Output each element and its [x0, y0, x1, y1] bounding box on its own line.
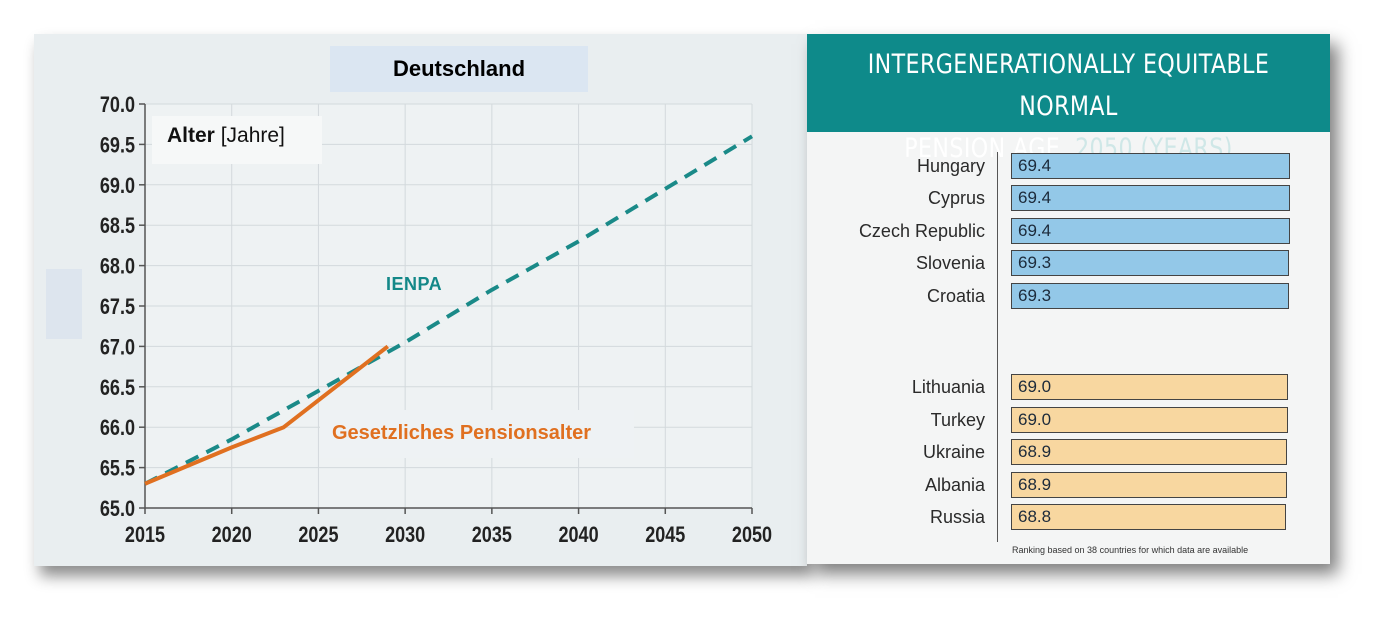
decorative-side-box: [46, 269, 82, 339]
x-tick-label: 2020: [212, 523, 252, 547]
bar: 69.4: [1011, 185, 1290, 211]
bar: 69.0: [1011, 407, 1288, 433]
y-tick-label: 68.5: [100, 215, 135, 239]
series-line-ienpa: [144, 134, 754, 486]
title-line-1: INTERGENERATIONALLY EQUITABLE NORMAL: [867, 49, 1270, 122]
x-tick-label: 2050: [732, 523, 772, 547]
bar-label: Czech Republic: [858, 221, 985, 241]
bar-label: Slovenia: [915, 253, 985, 273]
y-tick-label: 65.5: [100, 457, 135, 481]
x-tick-label: 2035: [472, 523, 512, 547]
right-chart-title: INTERGENERATIONALLY EQUITABLE NORMAL PEN…: [854, 44, 1283, 170]
y-axis-label: Alter [Jahre]: [167, 124, 285, 147]
y-tick-label: 68.0: [100, 255, 135, 279]
bar: 68.9: [1011, 472, 1287, 498]
series-label-box: [320, 410, 634, 458]
header-band: [807, 34, 1330, 132]
bar-label: Russia: [929, 507, 985, 527]
chart-title-box: [330, 46, 588, 92]
y-tick-label: 69.0: [100, 174, 135, 198]
bar-label: Lithuania: [911, 377, 985, 397]
x-tick-label: 2045: [645, 523, 685, 547]
bar: 69.4: [1011, 153, 1290, 179]
y-tick-label: 67.5: [100, 295, 135, 319]
bar-label: Albania: [924, 475, 985, 495]
series-label-gesetzliches: Gesetzliches Pensionsalter: [332, 422, 592, 444]
line-chart: 65.0 65.5 66.0 66.5 67.0 67.5 68.0 68.5 69.0 69.5…: [100, 93, 772, 547]
bar: 69.4: [1011, 218, 1290, 244]
y-tick-label: 70.0: [100, 93, 135, 117]
bar: 69.0: [1011, 374, 1288, 400]
x-tick-label: 2025: [298, 523, 338, 547]
bar-label: Ukraine: [922, 442, 985, 462]
bar-label: Croatia: [926, 286, 985, 306]
left-chart-panel: Deutschland 65.0 65.5 66.0 66.5 67.0 67.5 68.0…: [34, 34, 807, 566]
series-label-ienpa: IENPA: [386, 274, 443, 294]
x-tick-label: 2015: [125, 523, 165, 547]
bar: 69.3: [1011, 250, 1289, 276]
x-tick-label: 2040: [559, 523, 599, 547]
bar-label: Cyprus: [927, 188, 985, 208]
bar-label: Turkey: [930, 410, 985, 430]
y-tick-label: 66.0: [100, 417, 135, 441]
right-chart-panel: INTERGENERATIONALLY EQUITABLE NORMAL PEN…: [807, 34, 1330, 564]
y-tick-label: 65.0: [100, 497, 135, 521]
bar: 68.9: [1011, 439, 1287, 465]
bar-chart-axis: [997, 152, 998, 542]
bar-label: Hungary: [916, 156, 985, 176]
series-line-gesetzliches: [144, 344, 390, 486]
chart-title: Deutschland: [392, 56, 526, 81]
y-tick-label: 66.5: [100, 376, 135, 400]
bar: 69.3: [1011, 283, 1289, 309]
y-tick-label: 69.5: [100, 134, 135, 158]
bar: 68.8: [1011, 504, 1286, 530]
y-tick-label: 67.0: [100, 336, 135, 360]
footnote: Ranking based on 38 countries for which …: [1012, 545, 1249, 555]
y-axis-label-box: [152, 116, 322, 164]
x-tick-label: 2030: [385, 523, 425, 547]
